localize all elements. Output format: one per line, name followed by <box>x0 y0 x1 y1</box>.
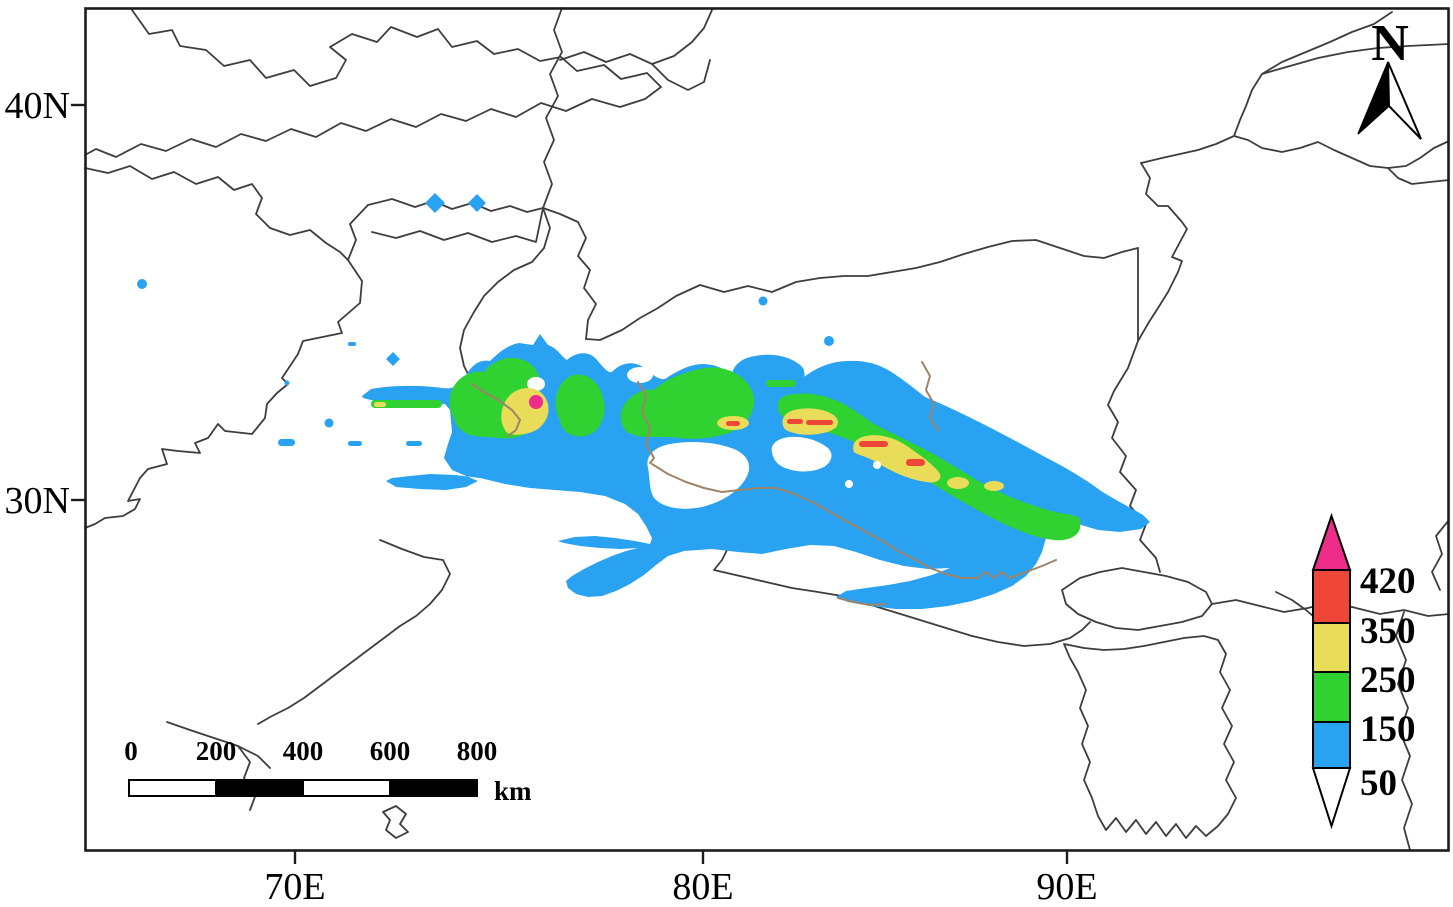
density-hole <box>527 377 545 391</box>
blue-speck <box>348 441 362 446</box>
scale-unit-label: km <box>494 776 532 806</box>
disputed-strip-bottom <box>837 597 887 606</box>
density-surface <box>362 334 1150 609</box>
blue-speck-diamond <box>468 194 486 212</box>
legend-tick-50: 50 <box>1360 763 1397 804</box>
density-hole <box>845 480 853 488</box>
border-durand-line <box>84 259 363 529</box>
scale-segment-1 <box>128 779 217 797</box>
border-tajik-china-vertical <box>542 7 563 209</box>
legend-tick-150: 150 <box>1360 709 1416 750</box>
legend-box-red <box>1312 569 1351 624</box>
blue-speck-diamond <box>386 352 400 366</box>
border-tianshan-ne <box>559 9 713 91</box>
blue-speck <box>284 380 290 386</box>
legend-box-green <box>1312 671 1351 723</box>
scale-label-0: 0 <box>124 736 138 766</box>
legend-arrow-bottom <box>1311 767 1352 830</box>
north-arrow-right-blade <box>1387 61 1422 140</box>
scale-bar: 0 200 400 600 800 km <box>124 736 532 806</box>
density-hole <box>771 436 832 472</box>
density-red-dash <box>787 419 803 424</box>
disputed-lac-vertical <box>637 381 655 464</box>
density-yellow-speck <box>374 402 386 407</box>
legend-tick-420: 420 <box>1360 561 1416 602</box>
map-frame <box>84 7 1450 852</box>
border-nw-second-row <box>84 165 349 261</box>
blue-speck <box>843 362 860 368</box>
scale-label-600: 600 <box>370 736 411 766</box>
border-india-west <box>257 539 451 725</box>
border-wakhan-upper <box>367 198 544 213</box>
density-hole <box>873 461 881 469</box>
y-axis-label-30n: 30N <box>5 480 70 522</box>
density-red-dash <box>806 420 833 425</box>
scale-label-400: 400 <box>283 736 324 766</box>
disputed-ne-vertical <box>921 361 939 431</box>
density-hole <box>627 367 653 383</box>
blue-speck-diamond <box>425 193 445 213</box>
x-axis-label-70e: 70E <box>264 866 325 907</box>
blue-speck-diamond <box>867 379 879 391</box>
blue-speck <box>348 342 356 346</box>
border-wakhan-lower <box>347 204 544 261</box>
density-blue-specks <box>137 193 879 446</box>
border-behind-legend <box>1275 519 1450 617</box>
border-xinjiang-tibet <box>585 239 1139 341</box>
border-bhutan <box>1061 567 1213 631</box>
legend-box-yellow <box>1312 622 1351 673</box>
disputed-borders <box>471 361 1057 606</box>
border-kashmir-east <box>542 207 597 340</box>
density-yellow-small <box>984 481 1004 491</box>
density-green-b <box>555 374 605 437</box>
density-yellow-small <box>947 477 969 489</box>
scale-segment-2 <box>215 779 304 797</box>
border-bangladesh <box>1063 635 1237 839</box>
axis-ticks <box>71 103 1069 864</box>
x-axis-label-80e: 80E <box>672 866 733 907</box>
border-bottomleft-lines <box>166 721 409 839</box>
legend-box-blue <box>1312 721 1351 769</box>
disputed-loc <box>471 383 521 437</box>
legend-tick-250: 250 <box>1360 660 1416 701</box>
x-axis-label-90e: 90E <box>1036 866 1097 907</box>
legend-tick-350: 350 <box>1360 611 1416 652</box>
border-topright-sweep <box>1140 11 1450 185</box>
density-red-dash <box>726 421 740 426</box>
border-kashmir-west <box>459 207 551 383</box>
disputed-long-line <box>651 463 1057 579</box>
blue-speck <box>406 441 422 446</box>
country-borders <box>84 7 1450 851</box>
north-arrow-label: N <box>1371 15 1409 72</box>
density-red-dash <box>859 441 888 447</box>
border-tibet-qinghai <box>1107 162 1188 573</box>
density-red-dash <box>906 459 925 466</box>
scale-segment-4 <box>389 779 478 797</box>
scale-segment-3 <box>302 779 391 797</box>
scale-label-800: 800 <box>457 736 498 766</box>
density-green-dash-west <box>371 400 442 408</box>
blue-speck <box>824 336 834 346</box>
north-arrow: N <box>1357 15 1422 140</box>
blue-speck <box>137 279 147 289</box>
blue-speck <box>278 439 295 446</box>
y-axis-label-40n: 40N <box>5 85 70 127</box>
density-green-dash-island <box>766 380 796 387</box>
density-pink-hotspot <box>529 395 543 409</box>
border-nw-cluster-top <box>84 9 662 158</box>
blue-speck <box>324 418 334 428</box>
legend: 420 350 250 150 50 <box>1311 512 1416 830</box>
scale-label-200: 200 <box>196 736 237 766</box>
blue-speck <box>758 296 768 306</box>
